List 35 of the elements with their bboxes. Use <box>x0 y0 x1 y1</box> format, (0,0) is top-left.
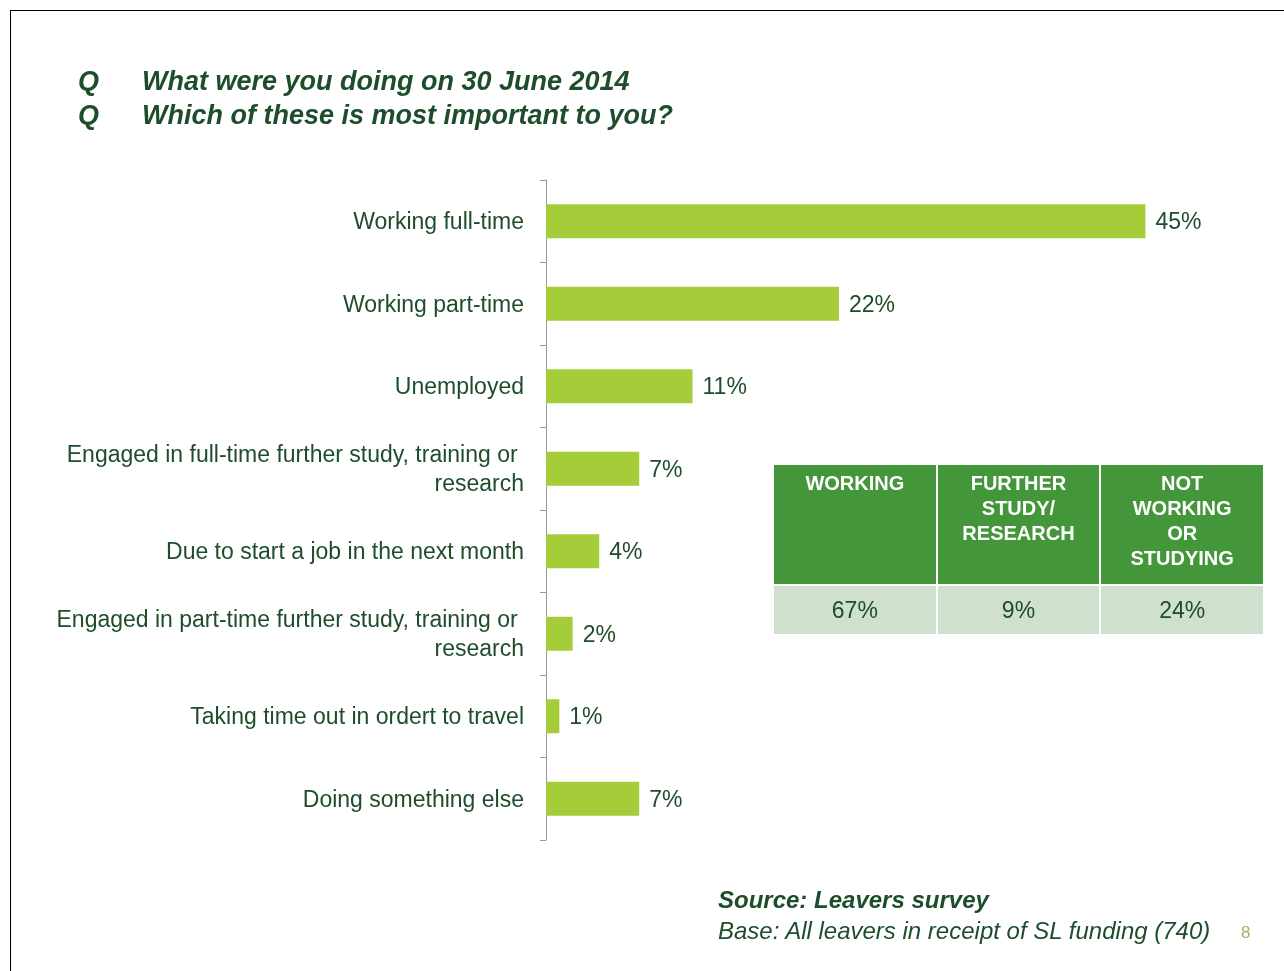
bar <box>546 534 600 569</box>
bar <box>546 286 840 321</box>
y-tick-label: Engaged in part-time further study, training or research <box>56 606 524 662</box>
text: 9% <box>1001 596 1036 623</box>
y-tick-label: Doing something else <box>302 785 524 812</box>
bar <box>546 616 573 651</box>
data-label: 2% <box>582 620 616 647</box>
text: Q Which of these is most important to you? <box>78 100 674 130</box>
category-label: FURTHER STUDY/ RESEARCH <box>936 465 1101 585</box>
y-tick-label: Due to start a job in the next month <box>166 538 524 565</box>
data-label: 22% <box>849 290 896 317</box>
text: 67% <box>831 596 878 623</box>
y-tick-label: Working full-time <box>353 208 524 235</box>
bar <box>546 369 693 404</box>
category-label: NOT WORKING OR STUDYING <box>1100 465 1264 585</box>
bar <box>546 781 640 816</box>
y-tick-label: Unemployed <box>394 373 524 400</box>
data-label: 1% <box>569 703 603 730</box>
text: 24% <box>1159 596 1206 623</box>
text: 8 <box>1241 923 1251 943</box>
data-label: 7% <box>649 455 683 482</box>
data-label: 45% <box>1155 208 1202 235</box>
data-label: 7% <box>649 785 683 812</box>
data-label: 11% <box>702 373 747 400</box>
bar <box>546 699 560 734</box>
bar <box>546 451 640 486</box>
y-tick-label: Working part-time <box>342 290 524 317</box>
data-label: 4% <box>609 538 643 565</box>
chart-title: Q What were you doing on 30 June 2014 <box>78 66 630 96</box>
y-tick-label: Taking time out in ordert to travel <box>190 703 524 730</box>
category-label: WORKING <box>773 465 937 585</box>
bar <box>546 204 1146 239</box>
y-tick-label: Engaged in full-time further study, training or research <box>66 441 524 497</box>
source-note: Source: Leavers survey <box>718 886 989 914</box>
text: Base: All leavers in receipt of SL funding (740) <box>718 917 1211 945</box>
